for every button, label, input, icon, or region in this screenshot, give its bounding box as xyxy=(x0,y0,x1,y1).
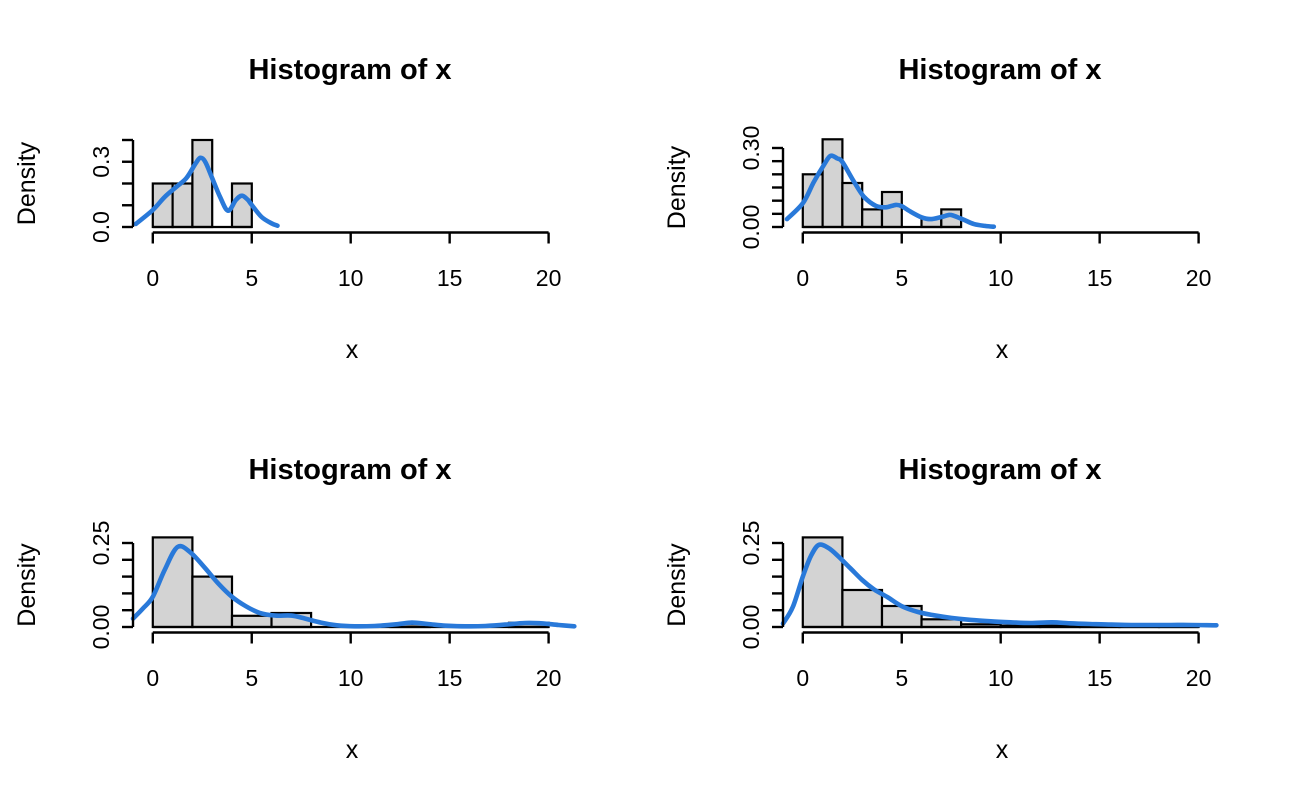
x-tick-label: 0 xyxy=(146,265,159,291)
y-tick-label: 0.00 xyxy=(88,605,114,650)
histogram-svg-bottom-right: Histogram of x 0.00 0.25 0 5 10 15 20 x Density xyxy=(663,454,1219,764)
x-tick-label: 5 xyxy=(245,665,258,691)
density-curve xyxy=(130,543,577,629)
y-axis: 0.00 0.25 xyxy=(738,521,785,650)
histogram-bar xyxy=(821,138,844,229)
y-axis: 0.0 0.3 xyxy=(88,138,135,243)
y-tick-label: 0.00 xyxy=(738,605,764,650)
x-tick-label: 20 xyxy=(1186,665,1212,691)
x-tick-label: 5 xyxy=(895,665,908,691)
histogram-bars xyxy=(151,536,550,629)
x-axis-title: x xyxy=(346,736,359,764)
chart-title: Histogram of x xyxy=(898,54,1101,86)
histogram-bars xyxy=(801,138,963,229)
x-tick-label: 5 xyxy=(245,265,258,291)
chart-title: Histogram of x xyxy=(898,454,1101,486)
histogram-panel-bottom-left: Histogram of x 0.00 0.25 0 5 10 15 20 x Density xyxy=(0,400,650,800)
y-tick-label: 0.3 xyxy=(88,146,114,178)
x-tick-label: 20 xyxy=(536,665,562,691)
x-tick-label: 15 xyxy=(437,665,463,691)
y-axis-title: Density xyxy=(663,543,691,627)
x-tick-label: 0 xyxy=(146,665,159,691)
chart-title: Histogram of x xyxy=(248,54,451,86)
chart-title: Histogram of x xyxy=(248,454,451,486)
y-tick-label: 0.25 xyxy=(88,521,114,566)
histogram-bars xyxy=(151,138,253,229)
histogram-panel-top-right: Histogram of x 0.00 0.30 0 5 10 15 20 x Density xyxy=(650,0,1300,400)
y-tick-label: 0.00 xyxy=(738,205,764,250)
density-curve xyxy=(133,155,280,228)
x-axis: 0 5 10 15 20 xyxy=(146,231,562,291)
y-axis-title: Density xyxy=(13,543,41,627)
y-tick-label: 0.25 xyxy=(738,521,764,566)
density-curve xyxy=(784,153,997,229)
x-tick-label: 0 xyxy=(796,265,809,291)
x-tick-label: 10 xyxy=(988,665,1014,691)
x-axis-title: x xyxy=(346,336,359,364)
y-tick-label: 0.0 xyxy=(88,211,114,243)
x-axis: 0 5 10 15 20 xyxy=(796,631,1212,691)
y-axis-title: Density xyxy=(13,141,41,225)
histogram-svg-top-right: Histogram of x 0.00 0.30 0 5 10 15 20 x Density xyxy=(663,54,1212,364)
y-axis: 0.00 0.25 xyxy=(88,521,135,650)
x-tick-label: 15 xyxy=(1087,665,1113,691)
x-tick-label: 15 xyxy=(1087,265,1113,291)
histogram-bar xyxy=(191,138,214,229)
histogram-bar xyxy=(841,588,884,629)
histogram-svg-top-left: Histogram of x 0.0 0.3 0 5 10 15 20 x Density xyxy=(13,54,562,364)
x-axis: 0 5 10 15 20 xyxy=(796,231,1212,291)
histogram-bar xyxy=(861,208,884,229)
histogram-svg-bottom-left: Histogram of x 0.00 0.25 0 5 10 15 20 x Density xyxy=(13,454,577,764)
histogram-panel-bottom-right: Histogram of x 0.00 0.25 0 5 10 15 20 x Density xyxy=(650,400,1300,800)
x-tick-label: 20 xyxy=(536,265,562,291)
density-curve xyxy=(780,542,1219,628)
y-tick-label: 0.30 xyxy=(738,126,764,171)
x-tick-label: 5 xyxy=(895,265,908,291)
x-tick-label: 0 xyxy=(796,665,809,691)
x-tick-label: 10 xyxy=(338,665,364,691)
y-axis: 0.00 0.30 xyxy=(738,126,785,250)
y-axis-title: Density xyxy=(663,145,691,229)
x-tick-label: 20 xyxy=(1186,265,1212,291)
histogram-bar xyxy=(191,575,234,629)
histogram-bar xyxy=(230,614,273,629)
histogram-panel-top-left: Histogram of x 0.0 0.3 0 5 10 15 20 x Density xyxy=(0,0,650,400)
x-tick-label: 15 xyxy=(437,265,463,291)
x-axis-title: x xyxy=(996,736,1009,764)
histogram-bars xyxy=(801,536,1200,629)
x-axis-title: x xyxy=(996,336,1009,364)
histogram-bar xyxy=(801,536,844,629)
x-axis: 0 5 10 15 20 xyxy=(146,631,562,691)
x-tick-label: 10 xyxy=(338,265,364,291)
x-tick-label: 10 xyxy=(988,265,1014,291)
